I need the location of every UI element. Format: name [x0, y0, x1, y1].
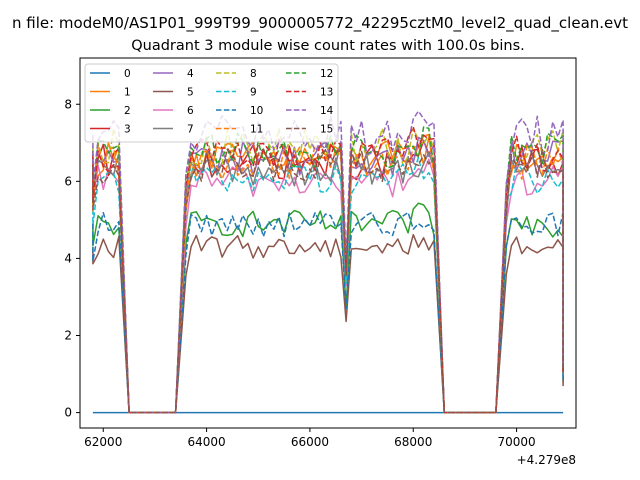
x-tick-label: 68000: [394, 435, 432, 449]
chart-title: Quadrant 3 module wise count rates with …: [131, 38, 525, 54]
y-axis: 0 2 4 6 8: [64, 97, 80, 420]
legend-label-0: 0: [124, 68, 131, 80]
legend-label-13: 13: [320, 87, 333, 99]
x-tick-label: 66000: [291, 435, 329, 449]
series-line-5: [92, 233, 564, 414]
legend-label-14: 14: [320, 105, 334, 117]
legend-label-2: 2: [124, 105, 131, 117]
series-line-8: [92, 127, 564, 414]
x-tick-label: 70000: [497, 435, 535, 449]
y-tick-label: 6: [64, 174, 72, 188]
plot-frame: [79, 57, 577, 429]
legend-label-11: 11: [250, 124, 263, 136]
y-tick-label: 4: [64, 251, 72, 265]
x-tick-label: 62000: [84, 435, 122, 449]
series-line-15: [92, 148, 564, 414]
series-line-10: [92, 211, 564, 414]
x-axis: 62000 64000 66000 68000 70000: [84, 428, 536, 449]
legend-label-12: 12: [320, 68, 333, 80]
x-offset-label: +4.279e8: [517, 453, 576, 467]
figure-suptitle: n file: modeM0/AS1P01_999T99_9000005772_…: [12, 14, 628, 33]
legend-label-9: 9: [250, 87, 257, 99]
legend-box: [84, 63, 339, 143]
legend-label-6: 6: [187, 105, 194, 117]
y-tick-label: 2: [64, 329, 72, 343]
x-tick-label: 64000: [187, 435, 225, 449]
legend-label-15: 15: [320, 124, 333, 136]
legend-label-5: 5: [187, 87, 194, 99]
legend-label-3: 3: [124, 124, 131, 136]
series-line-11: [92, 133, 564, 414]
legend-label-10: 10: [250, 105, 263, 117]
y-tick-label: 8: [64, 97, 72, 111]
y-tick-label: 0: [64, 406, 72, 420]
legend-label-4: 4: [187, 68, 194, 80]
legend-label-1: 1: [124, 87, 131, 99]
legend-label-8: 8: [250, 68, 257, 80]
legend-label-7: 7: [187, 124, 194, 136]
